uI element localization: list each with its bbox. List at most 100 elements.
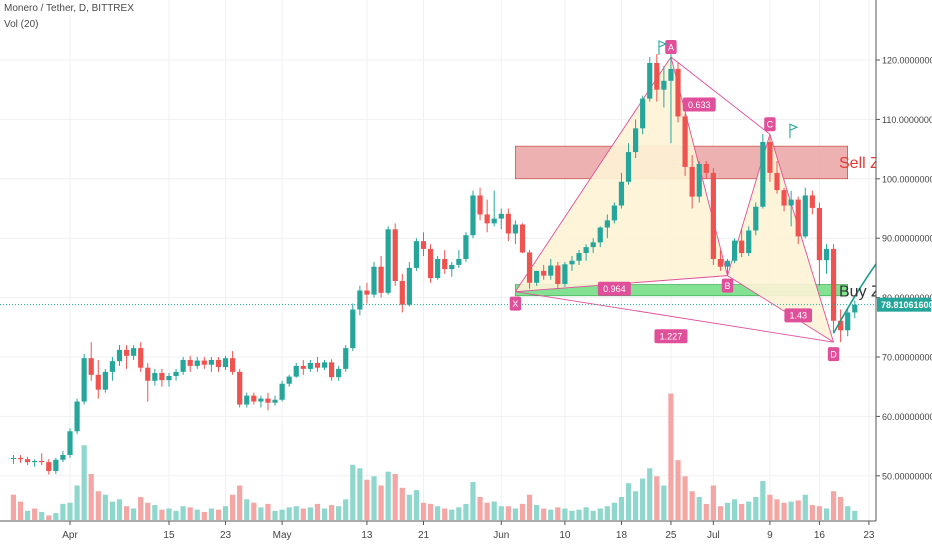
ratio-label: 0.633 — [688, 100, 711, 110]
candle-body — [321, 362, 328, 368]
volume-bar — [576, 509, 582, 520]
candle-body — [569, 260, 575, 265]
candle-body — [767, 141, 773, 173]
candle-body — [32, 460, 38, 463]
candle-body — [512, 224, 519, 234]
candle-body — [24, 459, 31, 463]
x-tick-label: 23 — [863, 530, 875, 541]
volume-bar — [816, 506, 823, 520]
candle-body — [74, 401, 80, 432]
flag-icon — [789, 123, 799, 139]
chart-title: Monero / Tether, D, BITTREX — [4, 3, 134, 14]
candle-body — [435, 258, 441, 278]
candle-body — [46, 462, 52, 472]
candle-body — [371, 266, 377, 295]
volume-bar — [10, 494, 17, 520]
candle-body — [399, 280, 405, 305]
volume-bar — [24, 510, 31, 520]
candle-body — [307, 362, 313, 369]
volume-bar — [279, 509, 285, 520]
ratio-label: 1.227 — [660, 331, 683, 341]
candle-body — [173, 371, 179, 377]
candle-body — [625, 152, 632, 182]
candle-body — [67, 431, 73, 456]
volume-bar — [102, 494, 108, 520]
candle-body — [123, 349, 130, 356]
y-tick-label: 110.00000000 — [882, 115, 932, 125]
candle-body — [541, 270, 547, 276]
candle-body — [576, 253, 582, 261]
volume-bar — [427, 503, 434, 520]
candle-body — [237, 371, 243, 405]
candle-body — [597, 227, 603, 243]
volume-bar — [767, 494, 773, 520]
volume-bar — [230, 494, 236, 520]
candle-body — [717, 258, 724, 267]
candle-body — [710, 172, 716, 259]
candle-body — [258, 398, 264, 402]
candle-body — [10, 457, 17, 459]
volume-bar — [625, 483, 632, 520]
volume-bar — [385, 471, 391, 520]
ratio-label-bg — [682, 97, 716, 112]
candle-body — [138, 348, 144, 368]
candle-body — [427, 248, 434, 278]
candle-body — [654, 62, 660, 90]
volume-bar — [399, 487, 405, 520]
volume-bar — [548, 509, 554, 520]
candle-body — [180, 359, 186, 372]
volume-bar — [562, 508, 568, 520]
volume-bar — [618, 497, 625, 520]
volume-bar — [201, 511, 207, 520]
candle-body — [442, 258, 448, 270]
volume-bar — [159, 509, 165, 520]
candle-body — [279, 383, 285, 400]
point-label-d-bg — [827, 347, 840, 362]
candle-body — [293, 365, 299, 377]
candle-body — [265, 398, 271, 403]
candlesticks — [10, 54, 858, 475]
candle-body — [555, 265, 561, 284]
candle-body — [194, 360, 200, 366]
volume-bar — [272, 510, 278, 520]
x-tick-label: 9 — [767, 530, 773, 541]
point-label-a-bg — [665, 40, 677, 55]
volume-bar — [604, 506, 610, 520]
volume-bar — [852, 510, 858, 520]
volume-bar — [477, 497, 483, 520]
volume-bar — [60, 503, 66, 520]
volume-bar — [109, 501, 116, 520]
ratio-label-bg — [654, 329, 688, 344]
volume-bar — [746, 501, 752, 520]
ratio-label: 1.43 — [789, 311, 807, 321]
volume-bar — [640, 478, 646, 520]
pattern-line — [670, 56, 771, 135]
candle-body — [88, 358, 94, 375]
volume-bar — [300, 508, 306, 520]
candle-body — [703, 163, 709, 173]
point-label-a: A — [668, 42, 674, 52]
volume-bar — [802, 494, 808, 520]
volume-bar — [781, 502, 787, 520]
candle-body — [343, 348, 349, 369]
volume-bar — [442, 508, 448, 520]
volume-bar — [774, 499, 780, 520]
volume-bar — [498, 506, 504, 520]
volume-bar — [689, 491, 695, 520]
volume-bar — [116, 499, 123, 520]
candle-body — [611, 205, 617, 221]
y-tick-label: 120.00000000 — [882, 56, 932, 66]
volume-bar — [519, 503, 526, 520]
point-label-c: C — [767, 119, 774, 129]
candle-body — [109, 361, 116, 372]
buy-zone-box — [515, 284, 848, 297]
candle-body — [449, 264, 455, 270]
pattern-line — [727, 275, 834, 343]
volume-bar — [222, 506, 229, 520]
candle-body — [604, 220, 610, 228]
volume-bar — [731, 499, 738, 520]
volume-bar — [208, 508, 214, 520]
candle-body — [682, 116, 688, 167]
volume-bar — [526, 494, 533, 520]
